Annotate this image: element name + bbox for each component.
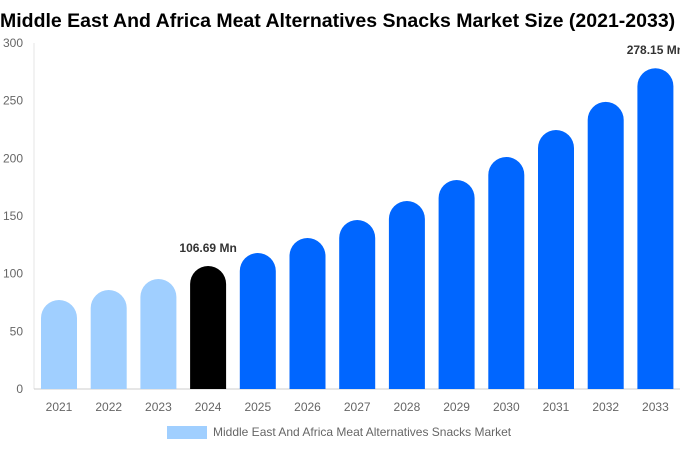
x-tick-label: 2026 [294,400,321,414]
x-tick-label: 2023 [145,400,172,414]
x-tick-label: 2025 [244,400,271,414]
bar-2021 [41,299,77,389]
x-tick-label: 2024 [195,400,222,414]
bar-2024 [190,265,227,389]
x-tick-label: 2022 [95,400,122,414]
legend-label: Middle East And Africa Meat Alternatives… [213,425,512,439]
bar-2031 [538,129,574,389]
x-tick-label: 2021 [46,400,73,414]
x-tick-label: 2031 [543,400,570,414]
y-tick-label: 100 [3,267,23,281]
data-label: 278.15 Mn [627,43,680,57]
bar-2029 [438,180,475,389]
bar-2022 [90,290,127,389]
y-tick-label: 250 [3,94,23,108]
bar-2033 [637,68,674,390]
x-tick-label: 2032 [592,400,619,414]
y-tick-label: 300 [3,36,23,50]
bar-2030 [488,156,525,389]
bar-2026 [289,238,326,389]
y-tick-label: 50 [10,324,24,338]
bar-2027 [339,220,376,389]
y-tick-label: 200 [3,151,23,165]
legend-swatch [167,425,207,439]
chart-title: Middle East And Africa Meat Alternatives… [0,10,676,32]
bar-2023 [140,278,177,389]
bar-2028 [388,201,425,389]
bar-2025 [239,253,276,389]
y-tick-label: 0 [16,382,23,396]
x-tick-label: 2027 [344,400,371,414]
x-tick-label: 2033 [642,400,669,414]
x-tick-label: 2030 [493,400,520,414]
legend: Middle East And Africa Meat Alternatives… [167,425,511,439]
x-tick-label: 2029 [443,400,470,414]
x-tick-label: 2028 [394,400,421,414]
bar-2032 [587,101,624,389]
y-tick-label: 150 [3,209,23,223]
data-label: 106.69 Mn [179,241,236,255]
